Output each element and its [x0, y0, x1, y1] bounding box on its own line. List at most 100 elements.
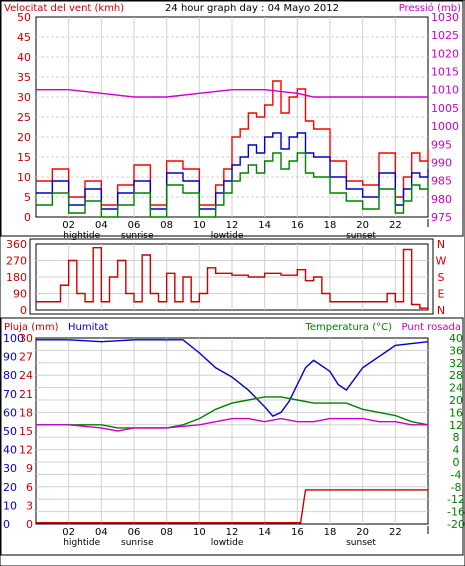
temperature-x-ticks: 02 04 06 08 10 12 14 16 18 20 22 [62, 526, 429, 538]
direction-tick-label: 270 [6, 255, 27, 268]
x-tick-label: 10 [193, 527, 206, 538]
x-marker-label-hightide: hightide [63, 231, 100, 241]
rain-tick-label: 21 [19, 388, 33, 401]
panel-wind-pressure: Velocitat del vent (kmh) 24 hour graph d… [0, 0, 464, 241]
temperature-tick-label: 4 [453, 444, 460, 457]
humidity-axis-title: Humitat [68, 322, 108, 333]
series-line-dewpoint [36, 417, 428, 432]
x-tick-label: 14 [258, 220, 271, 231]
temperature-tick-label: 20 [449, 394, 463, 407]
temperature-tick-label: 8 [453, 431, 460, 444]
x-tick-label: 08 [160, 220, 173, 231]
wind-tick-label: 30 [17, 91, 31, 104]
pressure-tick-label: 1000 [431, 120, 459, 133]
x-tick-label: 02 [62, 527, 75, 538]
direction-ticks: 0 90 180 270 360 [6, 238, 27, 317]
panel-temperature-humidity: Pluja (mm) Humitat Temperatura (°C) Punt… [0, 317, 465, 556]
series-line-rain [36, 489, 428, 524]
panel-temperature-frame [0, 317, 464, 556]
direction-series [36, 246, 429, 310]
rain-axis-title: Pluja (mm) [4, 322, 59, 333]
wind-tick-label: 50 [17, 11, 31, 24]
temperature-tick-label: -4 [451, 468, 462, 481]
dewpoint-axis-title: Punt rosada [402, 322, 461, 333]
wind-tick-label: 20 [17, 131, 31, 144]
wind-tick-label: 45 [17, 31, 31, 44]
rain-tick-label: 30 [19, 332, 33, 345]
temperature-x-markers: hightide sunrise lowtide sunset [63, 538, 376, 548]
series-line-temperature [36, 396, 429, 429]
wind-axis-title: Velocitat del vent (kmh) [4, 3, 124, 14]
direction-tick-label: 360 [6, 238, 27, 251]
humidity-tick-label: 30 [3, 462, 17, 475]
pressure-tick-label: 1005 [431, 102, 459, 115]
temperature-tick-label: -12 [447, 493, 465, 506]
rain-tick-label: 12 [19, 444, 33, 457]
x-marker-label-sunset: sunset [346, 231, 376, 241]
x-marker-label-sunset: sunset [346, 538, 376, 548]
temperature-tick-label: 24 [449, 382, 463, 395]
chart-title: 24 hour graph day : 04 Mayo 2012 [165, 3, 339, 14]
direction-tick-label: 0 [20, 304, 27, 317]
x-tick-label: 18 [324, 527, 337, 538]
humidity-tick-label: 100 [3, 332, 24, 345]
wind-x-markers: hightide sunrise lowtide sunset [63, 231, 376, 241]
wind-tick-label: 10 [17, 171, 31, 184]
temperature-axis-title: Temperatura (°C) [304, 322, 392, 333]
x-marker-label-sunrise: sunrise [121, 538, 154, 548]
pressure-ticks: 975 980 985 990 995 1000 1005 1010 1015 1020 1025 1… [431, 11, 459, 224]
wind-tick-label: 40 [17, 51, 31, 64]
x-tick-label: 06 [128, 220, 141, 231]
pressure-axis-title: Pressió (mb) [399, 2, 461, 14]
series-line-minimum [36, 152, 429, 218]
humidity-tick-label: 90 [3, 351, 17, 364]
x-tick-label: 10 [193, 220, 206, 231]
temperature-tick-label: 40 [449, 332, 463, 345]
x-tick-label: 20 [356, 527, 369, 538]
pressure-tick-label: 1010 [431, 84, 459, 97]
pressure-tick-label: 1025 [431, 29, 459, 42]
x-marker-label-lowtide: lowtide [211, 538, 244, 548]
x-tick-label: 04 [95, 527, 108, 538]
pressure-tick-label: 1015 [431, 66, 459, 79]
x-tick-label: 12 [226, 527, 239, 538]
direction-tick-label: 90 [13, 288, 27, 301]
x-tick-label: 22 [389, 527, 402, 538]
x-marker-label-hightide: hightide [63, 538, 100, 548]
rain-tick-label: 15 [19, 425, 33, 438]
humidity-tick-label: 20 [3, 481, 17, 494]
humidity-ticks: 0 10 20 30 40 50 60 70 80 90 100 [3, 332, 24, 531]
humidity-tick-label: 10 [3, 499, 17, 512]
x-tick-label: 04 [95, 220, 108, 231]
pressure-tick-label: 975 [431, 211, 452, 224]
x-tick-label: 18 [324, 220, 337, 231]
temperature-tick-label: -16 [447, 506, 465, 519]
wind-x-ticks: 02 04 06 08 10 12 14 16 18 20 22 [62, 219, 429, 231]
temperature-tick-label: -20 [447, 518, 465, 531]
wind-ticks: 0 5 10 15 20 25 30 35 40 45 50 [17, 11, 31, 224]
x-tick-label: 02 [62, 220, 75, 231]
humidity-tick-label: 40 [3, 444, 17, 457]
rain-tick-label: 3 [26, 499, 33, 512]
temperature-tick-label: -8 [451, 481, 462, 494]
temperature-grid [36, 338, 428, 524]
pressure-tick-label: 1020 [431, 47, 459, 60]
x-tick-label: 06 [128, 527, 141, 538]
wind-tick-label: 15 [17, 151, 31, 164]
x-tick-label: 14 [258, 527, 271, 538]
x-marker-label-lowtide: lowtide [211, 231, 244, 241]
temperature-tick-label: 28 [449, 369, 463, 382]
wind-tick-label: 35 [17, 71, 31, 84]
wind-tick-label: 25 [17, 111, 31, 124]
pressure-tick-label: 990 [431, 156, 452, 169]
pressure-tick-label: 995 [431, 138, 452, 151]
direction-letter: N [437, 304, 445, 317]
wind-tick-label: 5 [24, 191, 31, 204]
direction-letter: N [437, 238, 445, 251]
rain-tick-label: 27 [19, 351, 33, 364]
series-line-direction [36, 246, 429, 310]
rain-tick-label: 18 [19, 406, 33, 419]
direction-tick-label: 180 [6, 271, 27, 284]
